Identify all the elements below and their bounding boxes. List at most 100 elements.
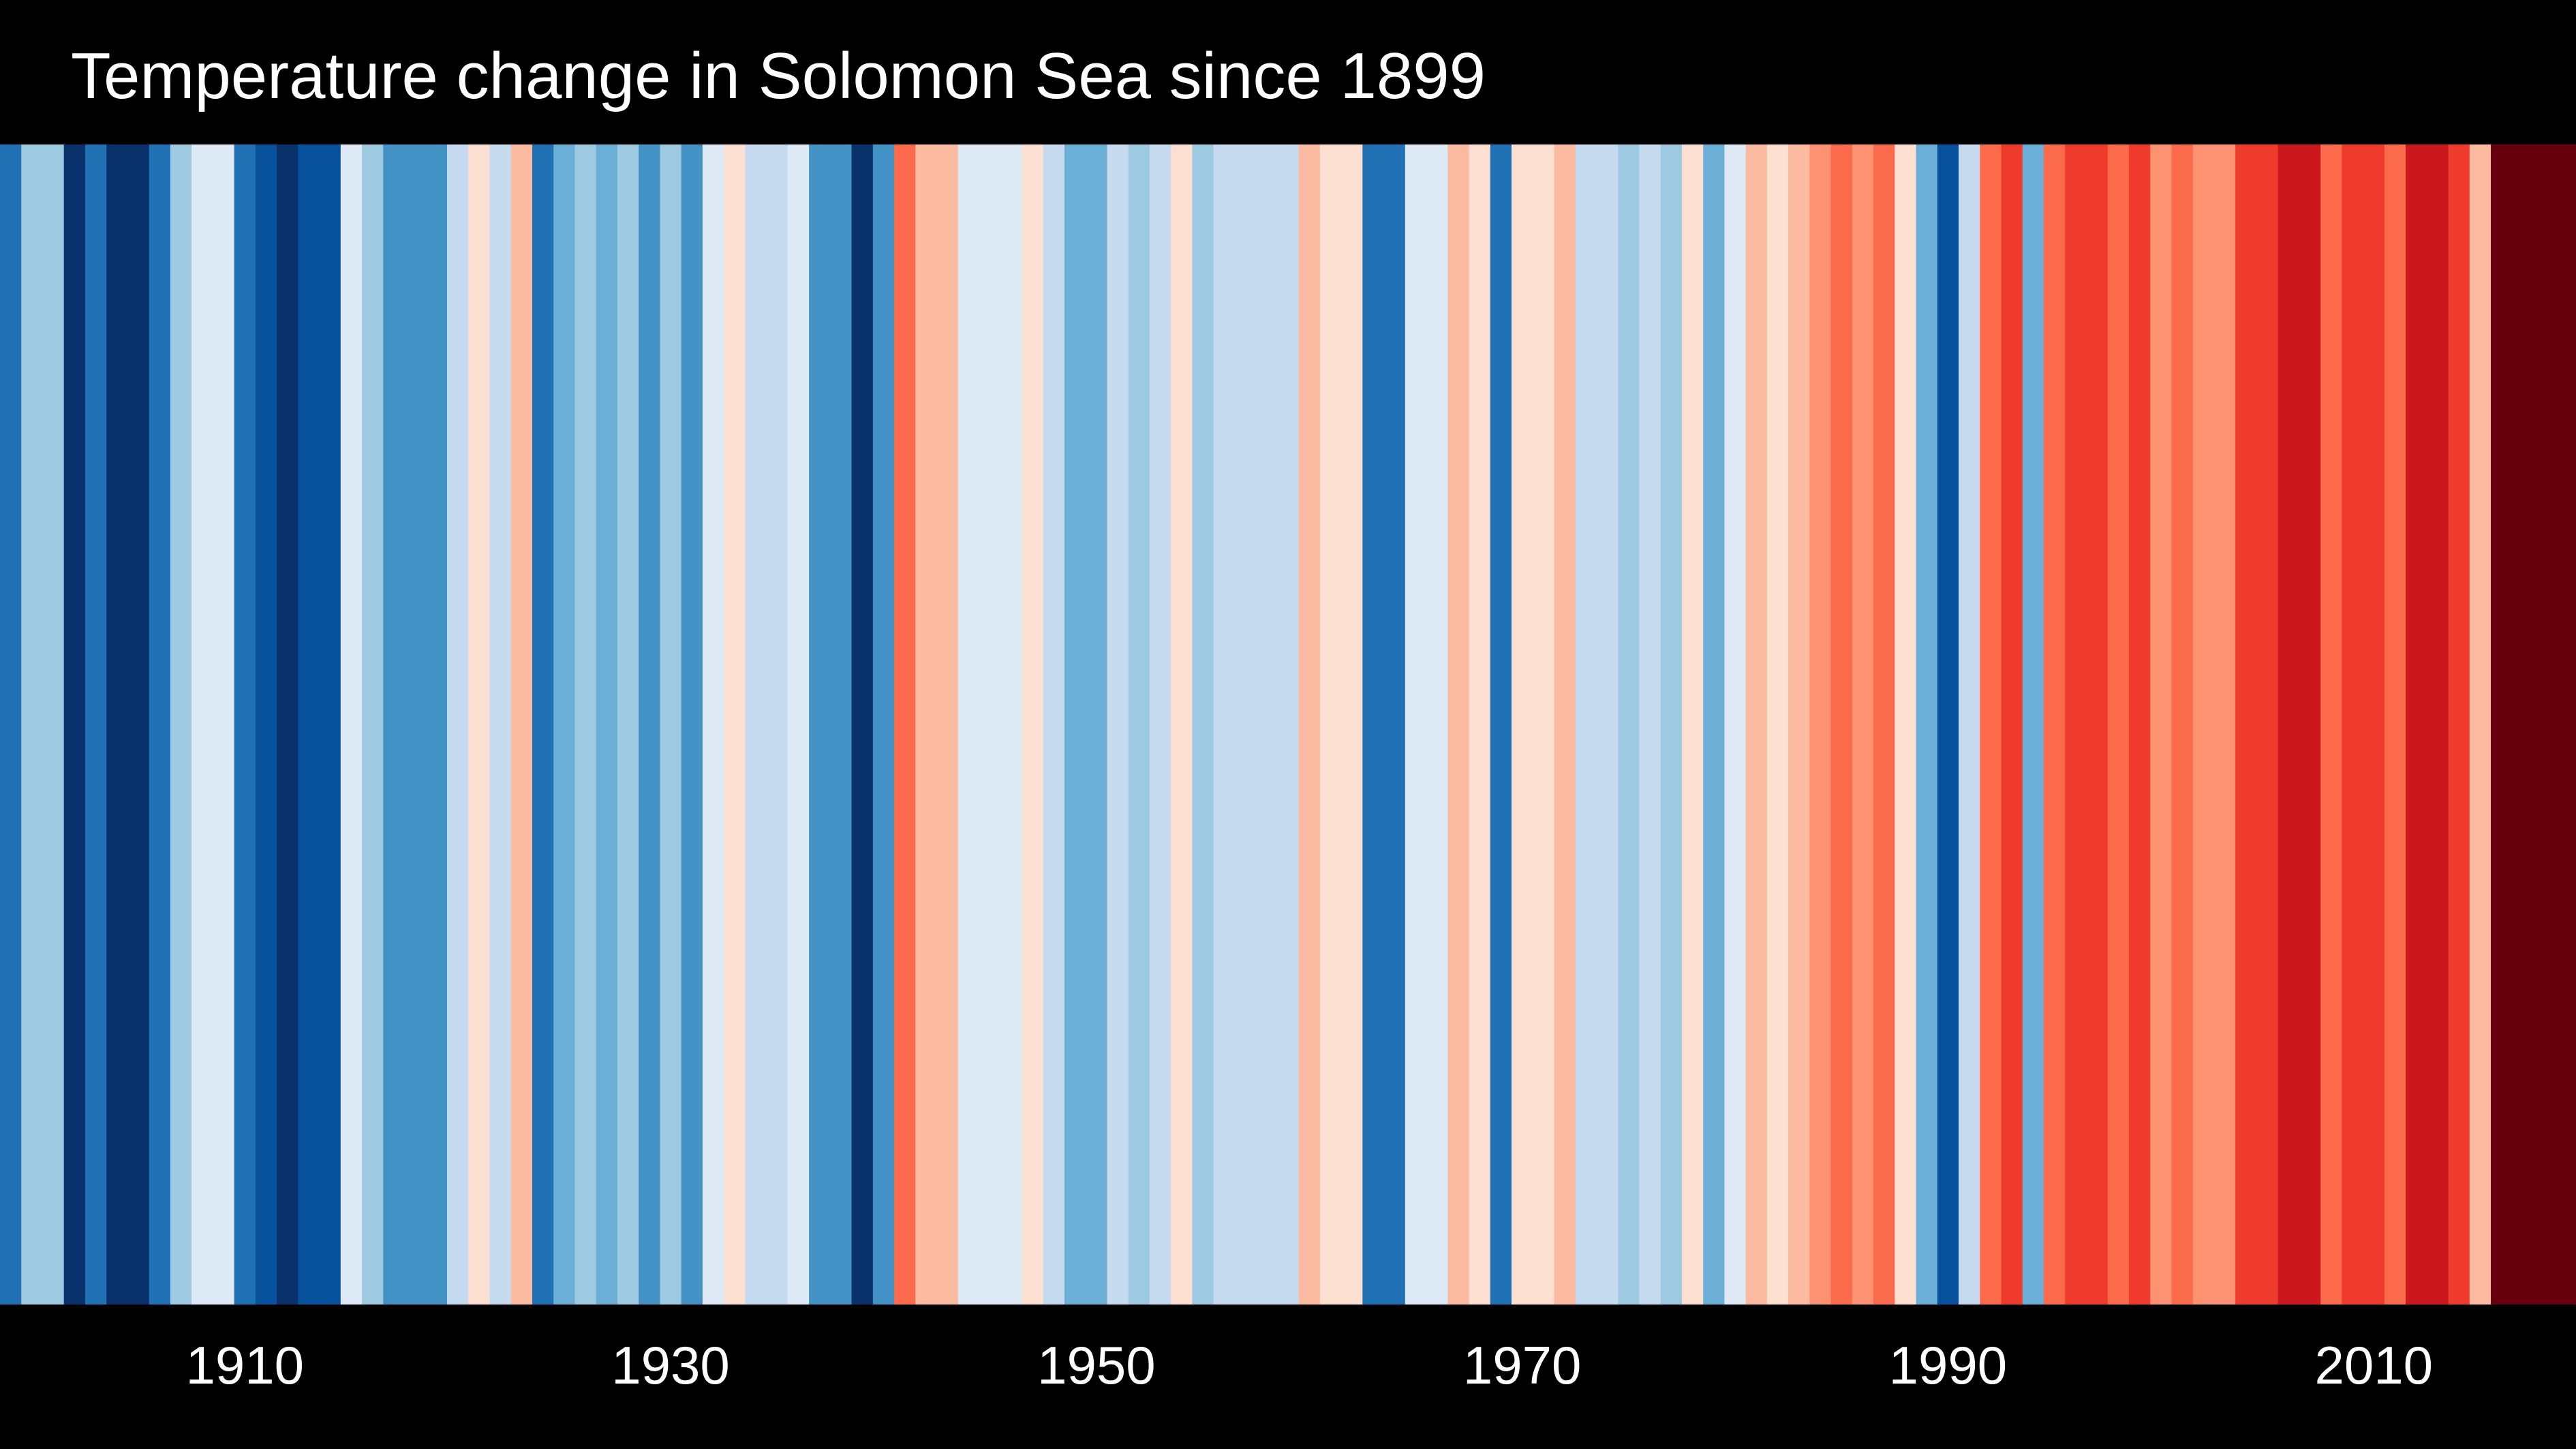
stripe-1992 xyxy=(1980,144,2002,1305)
stripe-1998 xyxy=(2107,144,2130,1305)
stripe-1977 xyxy=(1660,144,1683,1305)
stripe-1946 xyxy=(1000,144,1023,1305)
stripe-1944 xyxy=(957,144,980,1305)
stripe-2003 xyxy=(2213,144,2236,1305)
stripe-1964 xyxy=(1383,144,1406,1305)
stripe-1925 xyxy=(553,144,576,1305)
stripe-2012 xyxy=(2406,144,2427,1305)
stripe-1926 xyxy=(574,144,597,1305)
stripe-1983 xyxy=(1788,144,1810,1305)
stripe-1928 xyxy=(617,144,639,1305)
stripe-2011 xyxy=(2384,144,2406,1305)
stripe-1923 xyxy=(510,144,533,1305)
stripe-1945 xyxy=(979,144,1001,1305)
stripe-1982 xyxy=(1766,144,1789,1305)
stripes-group xyxy=(0,144,2576,1305)
stripe-2014 xyxy=(2448,144,2470,1305)
stripe-1963 xyxy=(1362,144,1385,1305)
stripe-1999 xyxy=(2128,144,2151,1305)
stripe-2001 xyxy=(2171,144,2194,1305)
stripe-2010 xyxy=(2363,144,2385,1305)
stripe-1924 xyxy=(532,144,554,1305)
stripe-1962 xyxy=(1341,144,1363,1305)
stripe-1933 xyxy=(724,144,746,1305)
stripe-1972 xyxy=(1554,144,1576,1305)
stripe-1976 xyxy=(1639,144,1661,1305)
stripe-1943 xyxy=(936,144,959,1305)
stripe-1958 xyxy=(1256,144,1278,1305)
stripe-1940 xyxy=(872,144,895,1305)
stripe-1980 xyxy=(1724,144,1747,1305)
stripe-1965 xyxy=(1405,144,1427,1305)
stripe-1981 xyxy=(1745,144,1768,1305)
stripe-2002 xyxy=(2192,144,2215,1305)
stripe-1929 xyxy=(639,144,661,1305)
x-tick-label-1910: 1910 xyxy=(185,1335,304,1395)
stripe-1939 xyxy=(851,144,874,1305)
stripe-1988 xyxy=(1895,144,1917,1305)
stripe-1912 xyxy=(277,144,298,1305)
stripe-1942 xyxy=(915,144,938,1305)
stripe-1901 xyxy=(42,144,65,1305)
stripe-1941 xyxy=(894,144,916,1305)
stripe-1922 xyxy=(489,144,512,1305)
x-tick-label-2010: 2010 xyxy=(2314,1335,2433,1395)
stripe-1978 xyxy=(1681,144,1704,1305)
stripe-1954 xyxy=(1171,144,1193,1305)
stripe-1952 xyxy=(1128,144,1150,1305)
x-tick-label-1970: 1970 xyxy=(1463,1335,1582,1395)
stripe-1993 xyxy=(2001,144,2023,1305)
stripe-1916 xyxy=(362,144,384,1305)
stripe-2005 xyxy=(2256,144,2279,1305)
stripe-2008 xyxy=(2320,144,2342,1305)
stripe-1947 xyxy=(1022,144,1044,1305)
stripe-1934 xyxy=(745,144,767,1305)
stripe-1948 xyxy=(1043,144,1065,1305)
stripe-1938 xyxy=(830,144,853,1305)
stripe-1910 xyxy=(234,144,256,1305)
stripe-1927 xyxy=(596,144,618,1305)
stripe-2004 xyxy=(2235,144,2258,1305)
stripe-2016 xyxy=(2491,144,2513,1305)
stripe-2009 xyxy=(2342,144,2364,1305)
stripe-2019 xyxy=(2554,144,2576,1305)
stripe-1949 xyxy=(1064,144,1086,1305)
stripe-2017 xyxy=(2512,144,2534,1305)
stripe-1908 xyxy=(191,144,213,1305)
stripe-1915 xyxy=(340,144,363,1305)
stripe-1994 xyxy=(2022,144,2044,1305)
stripe-1995 xyxy=(2044,144,2066,1305)
stripe-1971 xyxy=(1533,144,1555,1305)
x-tick-label-1990: 1990 xyxy=(1889,1335,2008,1395)
stripe-1917 xyxy=(383,144,405,1305)
stripe-1960 xyxy=(1298,144,1321,1305)
stripe-1951 xyxy=(1107,144,1129,1305)
stripe-1989 xyxy=(1916,144,1938,1305)
stripe-1936 xyxy=(787,144,810,1305)
stripe-1975 xyxy=(1618,144,1640,1305)
stripe-1959 xyxy=(1277,144,1300,1305)
stripe-1906 xyxy=(149,144,171,1305)
stripe-1996 xyxy=(2065,144,2087,1305)
stripe-1968 xyxy=(1469,144,1491,1305)
stripe-1956 xyxy=(1213,144,1236,1305)
stripe-1950 xyxy=(1086,144,1108,1305)
stripe-1974 xyxy=(1596,144,1619,1305)
stripe-1932 xyxy=(702,144,724,1305)
stripe-2000 xyxy=(2150,144,2173,1305)
x-axis-ticks: 1910 1930 1950 1970 1990 2010 xyxy=(185,1335,2432,1395)
stripe-1914 xyxy=(319,144,341,1305)
stripe-1986 xyxy=(1852,144,1874,1305)
stripe-1903 xyxy=(85,144,107,1305)
stripe-2007 xyxy=(2299,144,2321,1305)
stripe-1935 xyxy=(766,144,788,1305)
stripe-1997 xyxy=(2086,144,2109,1305)
stripe-1920 xyxy=(447,144,469,1305)
stripe-1921 xyxy=(468,144,491,1305)
stripe-1985 xyxy=(1830,144,1853,1305)
stripe-1955 xyxy=(1192,144,1214,1305)
chart-title: Temperature change in Solomon Sea since … xyxy=(71,40,1486,112)
stripe-1909 xyxy=(213,144,235,1305)
